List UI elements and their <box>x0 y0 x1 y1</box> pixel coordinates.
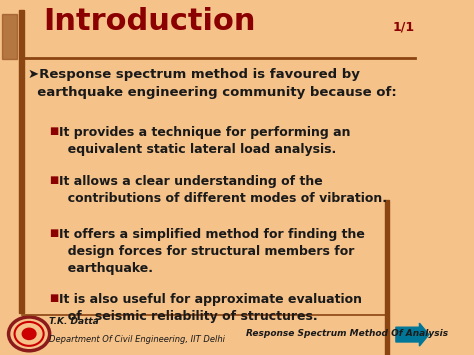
Bar <box>19 10 24 313</box>
Text: Introduction: Introduction <box>43 7 255 37</box>
Text: Department Of Civil Engineering, IIT Delhi: Department Of Civil Engineering, IIT Del… <box>49 334 225 344</box>
Text: It allows a clear understanding of the
  contributions of different modes of vib: It allows a clear understanding of the c… <box>59 175 387 206</box>
Text: It offers a simplified method for finding the
  design forces for structural mem: It offers a simplified method for findin… <box>59 228 365 275</box>
Text: ■: ■ <box>49 228 58 238</box>
Text: Response Spectrum Method Of Analysis: Response Spectrum Method Of Analysis <box>246 329 448 338</box>
Text: T.K. Datta: T.K. Datta <box>49 317 99 326</box>
Text: ■: ■ <box>49 175 58 186</box>
Bar <box>385 200 390 355</box>
Text: ■: ■ <box>49 293 58 304</box>
Text: 1/1: 1/1 <box>393 21 415 34</box>
Text: ➤Response spectrum method is favoured by
  earthquake engineering community beca: ➤Response spectrum method is favoured by… <box>28 68 397 99</box>
Circle shape <box>22 328 36 339</box>
Text: It is also useful for approximate evaluation
  of   seismic reliability of struc: It is also useful for approximate evalua… <box>59 293 362 323</box>
Bar <box>2 13 17 59</box>
Text: It provides a technique for performing an
  equivalent static lateral load analy: It provides a technique for performing a… <box>59 126 351 156</box>
FancyArrow shape <box>396 323 429 346</box>
Text: ■: ■ <box>49 126 58 136</box>
